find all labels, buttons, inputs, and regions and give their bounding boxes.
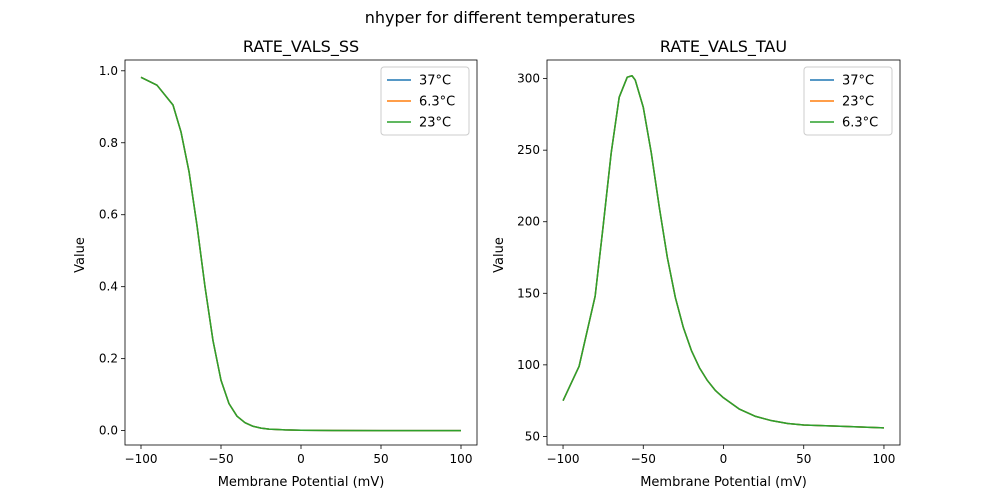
legend-label: 23°C: [842, 95, 874, 110]
chart-rate-vals-tau: RATE_VALS_TAU −100 −50 0 50 100 50 100 150 200 25…: [492, 37, 901, 490]
x-tick-label: 50: [796, 452, 811, 466]
x-tick-label: 50: [373, 452, 388, 466]
y-tick-label: 50: [525, 429, 540, 443]
x-tick-label: −100: [125, 452, 158, 466]
chart-rate-vals-ss: RATE_VALS_SS −100 −50 0 50 100 0.0 0.2 0.4 0.6 0.…: [73, 37, 478, 490]
legend: 37°C 23°C 6.3°C: [803, 66, 893, 136]
legend-label: 37°C: [842, 74, 874, 89]
x-tick-label: −50: [631, 452, 656, 466]
y-axis-label: Value: [73, 237, 88, 273]
x-tick-label: −50: [208, 452, 233, 466]
plot-area: −100 −50 0 50 100 50 100 150 200 250 300 37°C 23°C 6.…: [517, 59, 901, 466]
series-line-2: [562, 74, 884, 429]
x-tick-label: 0: [297, 452, 305, 466]
y-axis-label: Value: [492, 237, 507, 273]
y-tick-label: 0.0: [99, 424, 118, 438]
x-tick-label: 100: [450, 452, 473, 466]
legend-label: 23°C: [419, 116, 451, 131]
chart-title: RATE_VALS_TAU: [660, 37, 787, 57]
legend: 37°C 6.3°C 23°C: [380, 66, 470, 136]
chart-title: RATE_VALS_SS: [243, 37, 359, 57]
y-tick-label: 0.2: [99, 352, 118, 366]
figure-suptitle: nhyper for different temperatures: [365, 8, 635, 27]
y-tick-label: 0.8: [99, 136, 118, 150]
series-line-2: [140, 76, 462, 432]
legend-label: 6.3°C: [419, 95, 455, 110]
x-tick-label: 100: [873, 452, 896, 466]
y-tick-label: 300: [517, 72, 540, 86]
x-axis-label: Membrane Potential (mV): [640, 475, 807, 490]
y-tick-label: 200: [517, 215, 540, 229]
y-tick-label: 0.4: [99, 280, 118, 294]
y-tick-label: 150: [517, 286, 540, 300]
legend-label: 6.3°C: [842, 116, 878, 131]
legend-label: 37°C: [419, 74, 451, 89]
legend-box: [380, 66, 470, 136]
legend-box: [803, 66, 893, 136]
x-tick-label: 0: [720, 452, 728, 466]
y-tick-label: 1.0: [99, 64, 118, 78]
x-tick-label: −100: [547, 452, 580, 466]
x-axis-label: Membrane Potential (mV): [218, 475, 385, 490]
plot-area: −100 −50 0 50 100 0.0 0.2 0.4 0.6 0.8 1.0 37°C 6.3°C…: [99, 59, 478, 466]
y-tick-label: 0.6: [99, 208, 118, 222]
y-tick-label: 250: [517, 143, 540, 157]
y-tick-label: 100: [517, 358, 540, 372]
